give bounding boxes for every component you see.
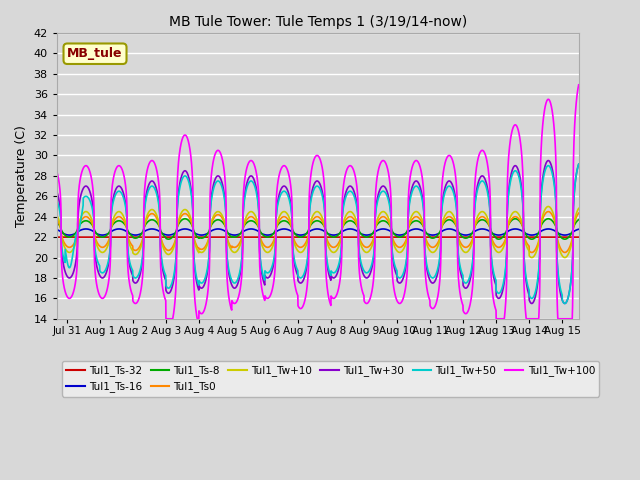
Tul1_Ts-16 bbox=[53, 227, 61, 232]
Tul1_Tw+10 bbox=[575, 205, 582, 211]
Tul1_Tw+100 bbox=[253, 175, 261, 180]
Tul1_Ts-16 bbox=[253, 228, 261, 233]
Tul1_Ts-16 bbox=[565, 231, 573, 237]
Tul1_Tw+10 bbox=[113, 210, 120, 216]
Tul1_Ts-8 bbox=[545, 216, 552, 222]
Tul1_Ts0 bbox=[113, 215, 120, 221]
Tul1_Tw+10 bbox=[508, 211, 516, 216]
Tul1_Ts-32 bbox=[508, 234, 516, 240]
Tul1_Tw+50 bbox=[276, 195, 284, 201]
Tul1_Ts-32 bbox=[143, 234, 151, 240]
Tul1_Ts0 bbox=[53, 216, 61, 222]
Tul1_Ts-8 bbox=[53, 219, 61, 225]
Tul1_Tw+10 bbox=[276, 213, 284, 219]
Line: Tul1_Ts-8: Tul1_Ts-8 bbox=[57, 219, 579, 239]
Tul1_Tw+30 bbox=[508, 168, 516, 173]
Tul1_Tw+50 bbox=[143, 191, 151, 197]
Line: Tul1_Tw+50: Tul1_Tw+50 bbox=[57, 164, 579, 303]
Tul1_Tw+30 bbox=[545, 157, 552, 163]
Tul1_Tw+10 bbox=[545, 204, 552, 209]
Tul1_Tw+100 bbox=[575, 82, 582, 88]
Tul1_Tw+50 bbox=[508, 172, 516, 178]
Tul1_Ts-16 bbox=[575, 227, 582, 232]
Tul1_Tw+10 bbox=[561, 255, 568, 261]
Tul1_Ts-32 bbox=[564, 234, 572, 240]
Line: Tul1_Ts-16: Tul1_Ts-16 bbox=[57, 229, 579, 235]
Tul1_Ts-32 bbox=[575, 234, 582, 240]
Tul1_Tw+100 bbox=[509, 127, 516, 132]
Text: MB_tule: MB_tule bbox=[67, 47, 123, 60]
Tul1_Ts0 bbox=[143, 215, 151, 221]
Tul1_Ts-32 bbox=[276, 234, 284, 240]
Tul1_Tw+100 bbox=[276, 170, 284, 176]
Title: MB Tule Tower: Tule Temps 1 (3/19/14-now): MB Tule Tower: Tule Temps 1 (3/19/14-now… bbox=[168, 15, 467, 29]
Tul1_Ts0 bbox=[545, 209, 552, 215]
Tul1_Ts-16 bbox=[276, 227, 284, 233]
Tul1_Ts-32 bbox=[53, 234, 61, 240]
Tul1_Ts0 bbox=[575, 210, 582, 216]
Tul1_Tw+50 bbox=[113, 190, 120, 196]
Tul1_Tw+100 bbox=[143, 167, 151, 172]
Tul1_Tw+100 bbox=[564, 316, 572, 322]
Tul1_Tw+30 bbox=[565, 292, 573, 298]
Tul1_Tw+50 bbox=[564, 293, 572, 299]
Tul1_Ts0 bbox=[276, 217, 284, 223]
Tul1_Ts0 bbox=[253, 220, 260, 226]
Line: Tul1_Tw+10: Tul1_Tw+10 bbox=[57, 206, 579, 258]
Tul1_Tw+10 bbox=[253, 217, 260, 223]
Tul1_Ts-8 bbox=[276, 220, 284, 226]
Tul1_Ts-8 bbox=[565, 234, 573, 240]
Tul1_Ts-32 bbox=[113, 234, 120, 240]
Tul1_Tw+10 bbox=[53, 212, 61, 218]
Line: Tul1_Ts0: Tul1_Ts0 bbox=[57, 212, 579, 252]
Tul1_Ts-32 bbox=[253, 234, 260, 240]
Tul1_Ts-8 bbox=[575, 217, 582, 223]
Legend: Tul1_Ts-32, Tul1_Ts-16, Tul1_Ts-8, Tul1_Ts0, Tul1_Tw+10, Tul1_Tw+30, Tul1_Tw+50,: Tul1_Ts-32, Tul1_Ts-16, Tul1_Ts-8, Tul1_… bbox=[62, 361, 599, 396]
Tul1_Tw+30 bbox=[143, 187, 151, 192]
Tul1_Ts-8 bbox=[508, 217, 516, 223]
Tul1_Ts-8 bbox=[113, 218, 120, 224]
Tul1_Ts0 bbox=[561, 250, 568, 255]
Tul1_Ts-16 bbox=[264, 232, 271, 238]
Tul1_Tw+30 bbox=[276, 191, 284, 196]
Tul1_Ts-8 bbox=[143, 219, 151, 225]
Line: Tul1_Tw+100: Tul1_Tw+100 bbox=[57, 85, 579, 319]
Tul1_Ts-16 bbox=[82, 226, 90, 232]
Tul1_Ts-16 bbox=[509, 227, 516, 232]
Tul1_Tw+10 bbox=[143, 212, 151, 218]
Tul1_Tw+50 bbox=[561, 300, 568, 306]
Tul1_Tw+100 bbox=[113, 165, 120, 171]
Tul1_Tw+50 bbox=[575, 161, 582, 167]
Tul1_Tw+100 bbox=[53, 169, 61, 175]
Tul1_Ts-8 bbox=[561, 236, 568, 242]
Tul1_Ts-16 bbox=[143, 227, 151, 233]
Tul1_Tw+30 bbox=[253, 189, 260, 195]
Tul1_Tw+10 bbox=[565, 250, 573, 256]
Tul1_Ts-16 bbox=[113, 227, 120, 232]
Tul1_Tw+100 bbox=[162, 316, 170, 322]
Tul1_Ts-8 bbox=[253, 222, 260, 228]
Tul1_Tw+30 bbox=[113, 185, 120, 191]
Tul1_Tw+30 bbox=[561, 300, 568, 306]
Tul1_Ts0 bbox=[565, 246, 573, 252]
Tul1_Tw+30 bbox=[53, 189, 61, 194]
Tul1_Ts0 bbox=[508, 216, 516, 221]
Tul1_Tw+30 bbox=[575, 161, 582, 167]
Line: Tul1_Tw+30: Tul1_Tw+30 bbox=[57, 160, 579, 303]
Y-axis label: Temperature (C): Temperature (C) bbox=[15, 125, 28, 227]
Tul1_Tw+50 bbox=[53, 198, 61, 204]
Tul1_Tw+50 bbox=[253, 192, 260, 198]
